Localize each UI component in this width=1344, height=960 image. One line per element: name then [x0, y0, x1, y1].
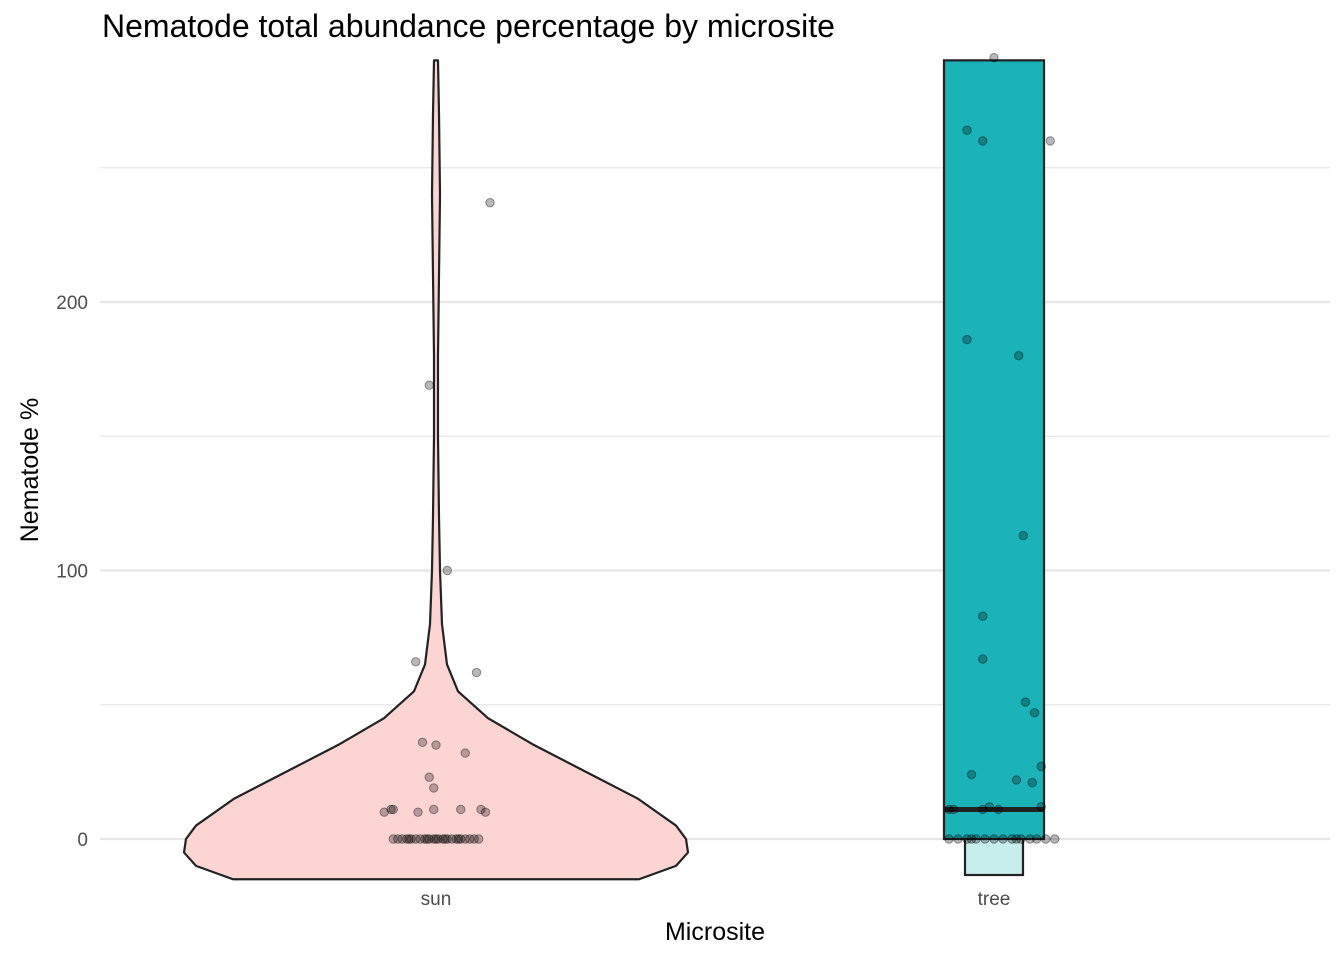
data-point-sun [431, 834, 441, 844]
data-point-tree [989, 834, 999, 844]
data-point-sun [433, 834, 443, 844]
data-point-sun [429, 804, 439, 815]
data-point-tree [1032, 834, 1042, 844]
data-point-tree [989, 52, 999, 63]
data-point-tree [1036, 761, 1046, 772]
data-point-sun [388, 834, 398, 844]
data-point-sun [386, 804, 396, 815]
data-point-sun [471, 667, 482, 678]
data-point-tree [1011, 834, 1022, 844]
data-point-sun [393, 834, 403, 844]
data-point-tree [948, 804, 959, 815]
data-point-tree [998, 834, 1008, 844]
violin-sun [182, 59, 690, 881]
data-point-tree [966, 769, 977, 780]
data-point-sun [388, 804, 398, 815]
data-point-sun [469, 834, 479, 844]
data-point-tree [1045, 136, 1055, 146]
data-point-tree [1014, 351, 1024, 361]
data-point-tree [1020, 697, 1031, 707]
data-point-sun [465, 834, 475, 844]
data-point-sun [451, 834, 461, 844]
boxplot-tree [942, 59, 1046, 841]
data-point-sun [424, 772, 434, 782]
data-points [379, 52, 1060, 844]
data-point-sun [415, 834, 425, 844]
data-point-sun [406, 834, 416, 844]
gridlines [100, 60, 1330, 875]
data-point-tree [993, 804, 1004, 815]
data-point-sun [413, 807, 423, 817]
x-tick-label-sun: sun [421, 889, 452, 910]
y-tick-label: 100 [56, 562, 88, 583]
data-point-tree [1018, 530, 1028, 541]
data-point-tree [944, 804, 954, 815]
data-point-tree [978, 654, 988, 664]
data-point-tree [962, 125, 972, 135]
data-point-sun [442, 565, 452, 576]
data-point-tree [978, 804, 988, 815]
violin-tree [963, 832, 1025, 877]
data-point-sun [460, 748, 470, 758]
chart-title: Nematode total abundance percentage by m… [102, 8, 835, 44]
data-point-sun [456, 834, 466, 844]
data-point-sun [424, 380, 434, 390]
data-point-sun [417, 737, 428, 748]
data-point-tree [1050, 834, 1060, 844]
y-tick-label: 200 [56, 293, 88, 314]
data-point-sun [411, 834, 421, 844]
data-point-sun [397, 834, 407, 844]
data-point-tree [980, 834, 990, 844]
data-point-sun [411, 657, 421, 667]
data-point-tree [1007, 834, 1017, 844]
data-point-tree [984, 802, 995, 812]
data-point-sun [402, 834, 412, 844]
data-point-sun [422, 834, 432, 844]
data-point-sun [476, 804, 486, 815]
data-point-tree [978, 136, 988, 146]
data-point-sun [429, 834, 439, 844]
data-point-sun [404, 834, 414, 844]
data-point-sun [456, 804, 466, 815]
data-point-tree [962, 834, 972, 844]
data-point-tree [978, 611, 988, 621]
data-point-sun [442, 834, 452, 844]
data-point-tree [953, 834, 963, 844]
y-tick-label: 0 [77, 830, 88, 851]
data-point-sun [480, 807, 491, 817]
data-point-tree [966, 834, 977, 844]
tick-labels: 0 100 200 sun tree [56, 293, 1010, 910]
data-point-sun [485, 197, 495, 208]
data-point-tree [1027, 777, 1037, 788]
data-point-sun [447, 834, 457, 844]
data-point-sun [460, 834, 470, 844]
data-point-tree [944, 834, 954, 844]
data-point-sun [424, 834, 434, 844]
y-axis-title: Nematode % [16, 398, 44, 543]
x-axis-title: Microsite [665, 918, 765, 946]
data-point-tree [1029, 708, 1040, 718]
data-point-sun [438, 834, 448, 844]
data-point-tree [1016, 834, 1026, 844]
data-point-tree [1025, 834, 1035, 844]
data-point-sun [379, 807, 389, 817]
x-tick-label-tree: tree [978, 889, 1011, 910]
data-point-sun [429, 783, 439, 793]
data-point-tree [1036, 802, 1046, 812]
data-point-tree [962, 334, 972, 345]
data-point-sun [453, 834, 464, 844]
data-point-sun [431, 740, 441, 750]
data-point-tree [1041, 834, 1051, 844]
data-point-tree [971, 834, 981, 844]
data-point-sun [474, 834, 484, 844]
chart-marks [182, 59, 1046, 881]
data-point-sun [420, 834, 430, 844]
data-point-tree [1011, 775, 1022, 785]
data-point-sun [440, 834, 450, 844]
